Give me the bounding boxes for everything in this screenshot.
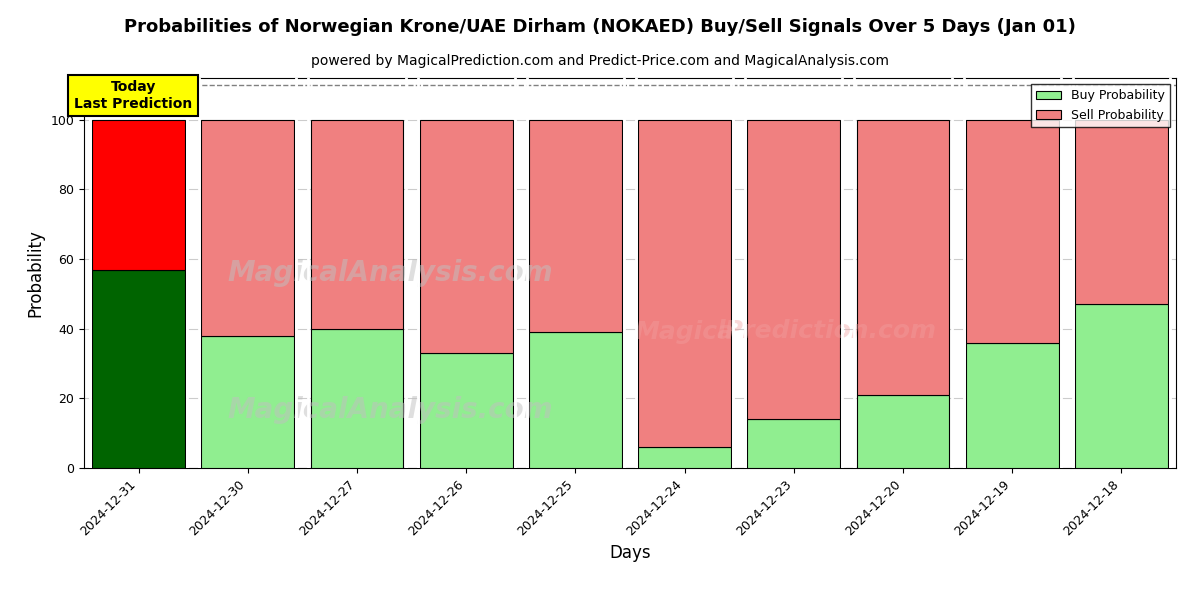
Bar [311,120,403,329]
Bar [92,120,185,269]
Bar [202,120,294,335]
Bar [202,335,294,468]
Bar [748,120,840,419]
Bar [529,332,622,468]
Bar [857,395,949,468]
Bar [638,447,731,468]
Bar [857,120,949,395]
X-axis label: Days: Days [610,544,650,562]
Bar [748,419,840,468]
Y-axis label: Probability: Probability [26,229,44,317]
Text: MagicalAnalysis.com: MagicalAnalysis.com [227,259,552,287]
Text: powered by MagicalPrediction.com and Predict-Price.com and MagicalAnalysis.com: powered by MagicalPrediction.com and Pre… [311,54,889,68]
Text: lPrediction.com: lPrediction.com [716,319,936,343]
Bar [420,120,512,353]
Bar [638,120,731,447]
Text: Probabilities of Norwegian Krone/UAE Dirham (NOKAED) Buy/Sell Signals Over 5 Day: Probabilities of Norwegian Krone/UAE Dir… [124,18,1076,36]
Bar [1075,304,1168,468]
Text: MagicalAnalysis.com: MagicalAnalysis.com [227,395,552,424]
Bar [420,353,512,468]
Text: Magica: Magica [635,319,734,343]
Legend: Buy Probability, Sell Probability: Buy Probability, Sell Probability [1031,84,1170,127]
Bar [966,120,1058,343]
Bar [1075,120,1168,304]
Bar [966,343,1058,468]
Text: Today
Last Prediction: Today Last Prediction [74,80,192,110]
Bar [529,120,622,332]
Bar [311,329,403,468]
Bar [92,269,185,468]
